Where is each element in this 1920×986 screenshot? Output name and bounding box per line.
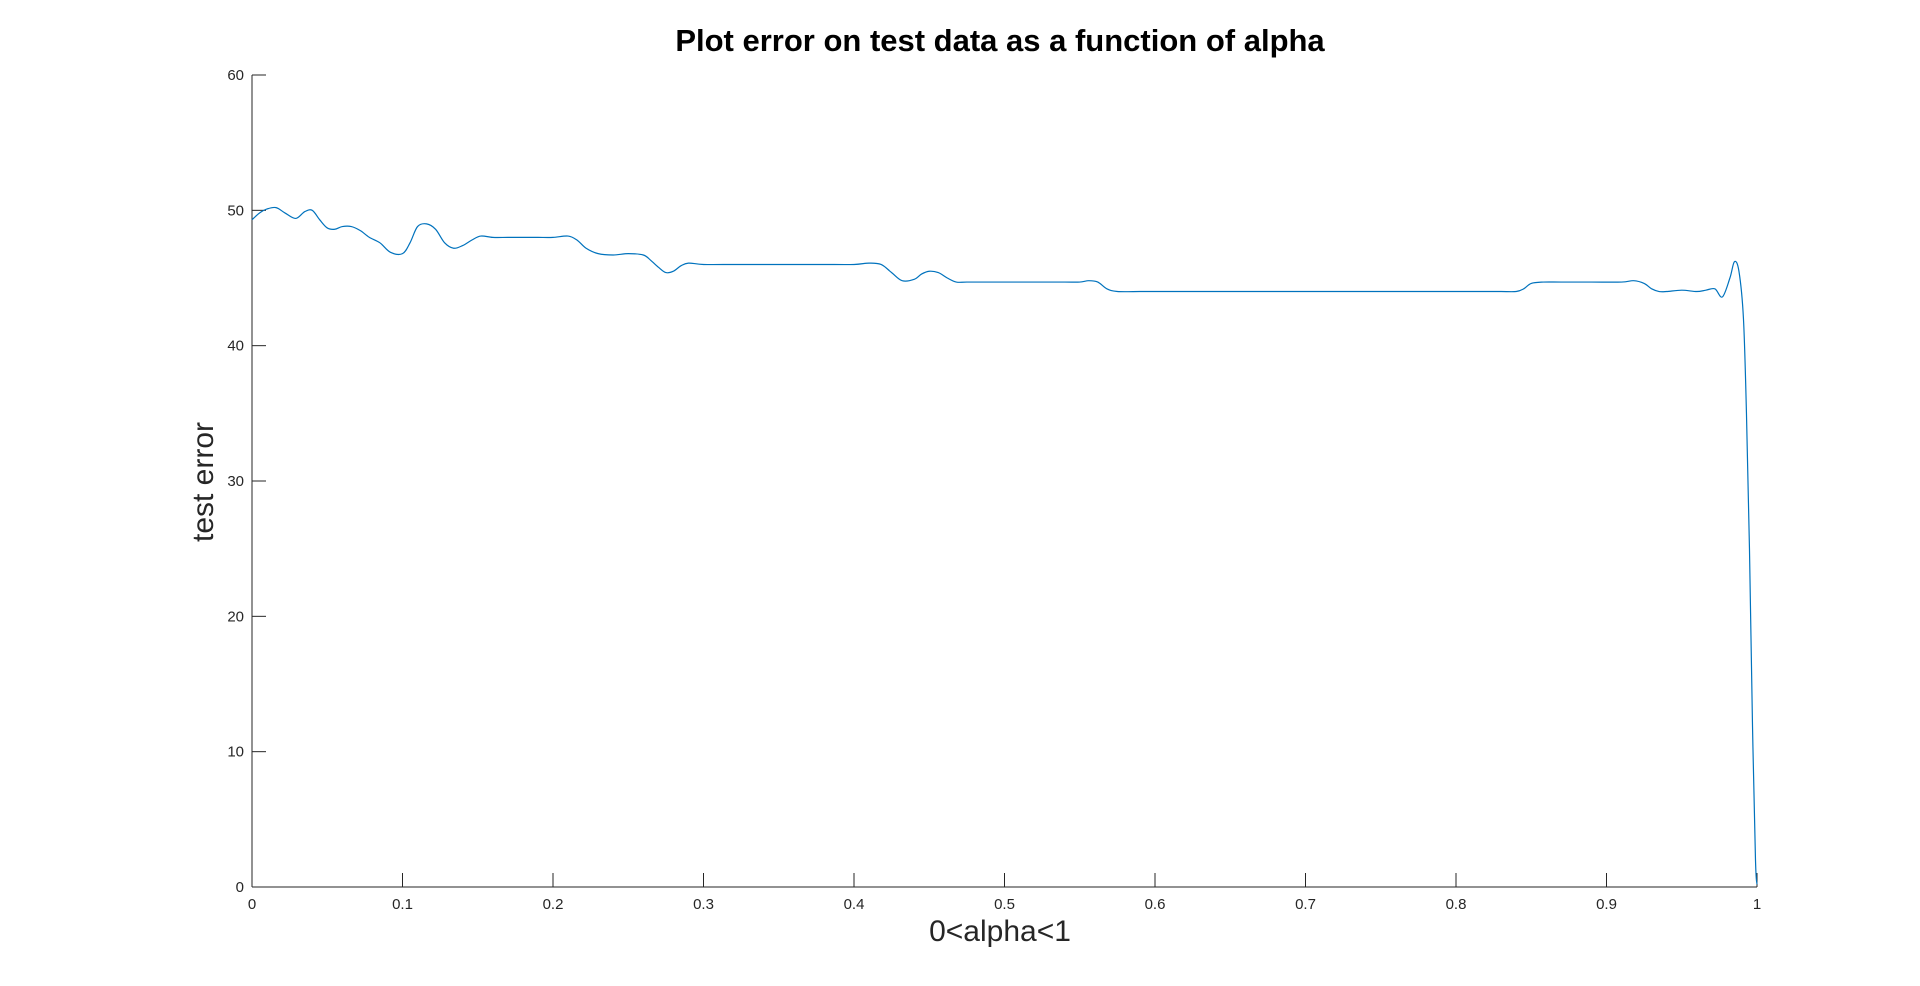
y-axis: 0 10 20 30 40 50 60 (227, 67, 266, 896)
y-tick-label: 40 (227, 338, 244, 355)
x-tick-label: 1 (1753, 896, 1761, 913)
series-line (251, 206, 1758, 885)
series-layer (251, 206, 1758, 885)
x-tick-label: 0.4 (844, 896, 865, 913)
y-tick-label: 60 (227, 67, 244, 84)
x-tick-label: 0.2 (543, 896, 564, 913)
x-axis-label: 0<alpha<1 (929, 915, 1071, 948)
y-axis-label: test error (187, 422, 220, 542)
x-tick-label: 0.5 (994, 896, 1015, 913)
x-tick-label: 0.3 (693, 896, 714, 913)
x-tick-label: 0.7 (1295, 896, 1316, 913)
y-tick-label: 30 (227, 473, 244, 490)
x-tick-label: 0.1 (392, 896, 413, 913)
y-tick-label: 0 (236, 879, 244, 896)
x-tick-label: 0.8 (1446, 896, 1467, 913)
x-axis: 0 0.1 0.2 0.3 0.4 0.5 0.6 0.7 0.8 0.9 1 (248, 873, 1761, 913)
x-tick-label: 0.6 (1145, 896, 1166, 913)
y-tick-label: 50 (227, 202, 244, 219)
chart-title: Plot error on test data as a function of… (675, 23, 1325, 58)
y-tick-label: 10 (227, 744, 244, 761)
x-tick-label: 0 (248, 896, 256, 913)
y-tick-label: 20 (227, 608, 244, 625)
x-tick-label: 0.9 (1596, 896, 1617, 913)
